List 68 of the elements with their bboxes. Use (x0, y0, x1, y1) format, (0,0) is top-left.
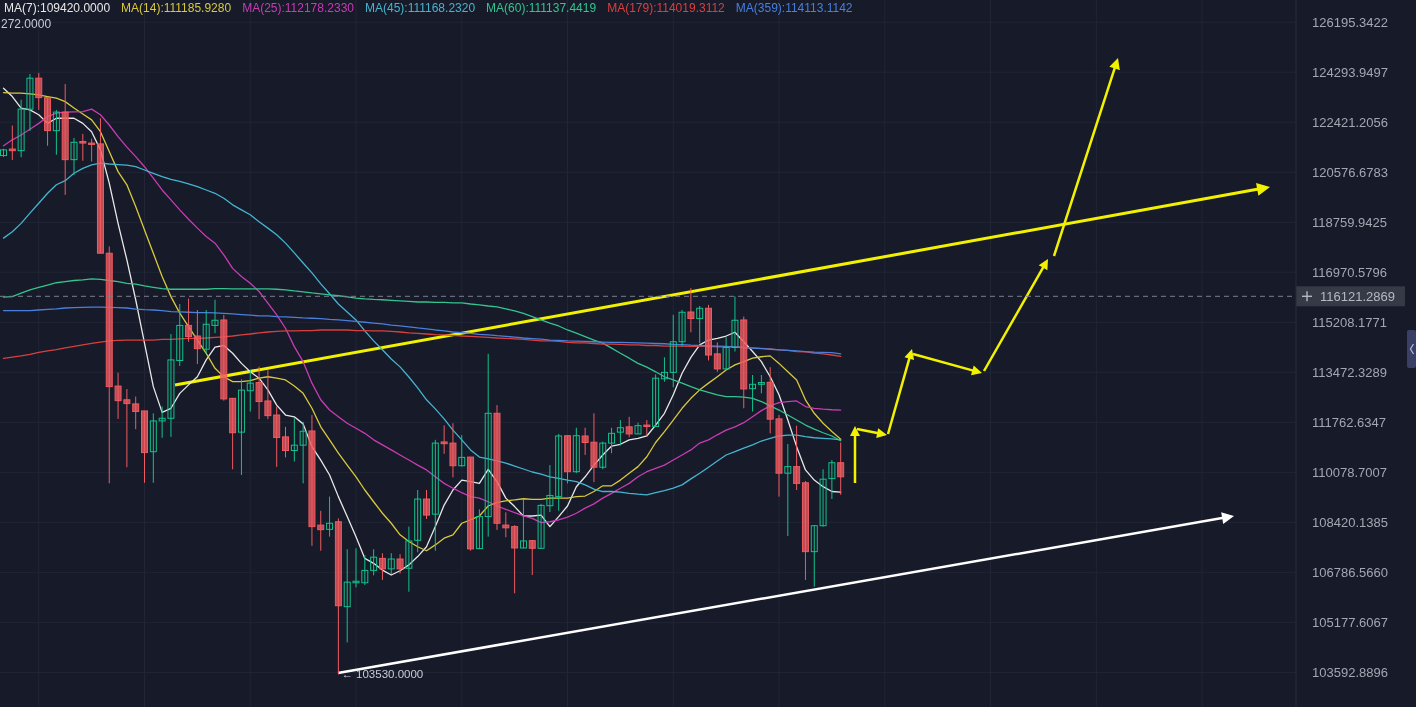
candlestick (793, 425, 801, 491)
candlestick (237, 378, 245, 476)
candlestick (52, 109, 60, 156)
candlestick (185, 298, 193, 343)
text: MA(7):109420.0000 (4, 1, 111, 15)
candlestick (484, 353, 492, 538)
candlestick (599, 441, 607, 470)
y-tick-label: 116970.5796 (1312, 264, 1387, 280)
candlestick (475, 508, 483, 550)
candlestick (370, 548, 378, 576)
candlestick (519, 499, 527, 549)
candlestick (616, 419, 624, 446)
candlestick (431, 439, 439, 552)
y-tick-label: 111762.6347 (1312, 414, 1386, 430)
y-tick-label: 108420.1385 (1312, 514, 1388, 530)
candlestick (193, 309, 201, 365)
candlestick (687, 287, 695, 333)
y-tick-label: 105177.6067 (1312, 614, 1388, 630)
candlestick (713, 341, 721, 373)
text: MA(25):112178.2330 (242, 1, 355, 15)
candlestick (502, 511, 510, 538)
candlestick (608, 427, 616, 454)
text: MA(45):111168.2320 (365, 1, 476, 15)
candlestick (326, 496, 334, 538)
candlestick (625, 416, 633, 438)
y-tick-label: 120576.6783 (1312, 164, 1388, 180)
text: MA(179):114019.3112 (607, 1, 726, 15)
ref-line-label: 116121.2869 (1320, 288, 1395, 304)
candlestick (696, 305, 704, 344)
candlestick (749, 374, 757, 413)
text: MA(14):111185.9280 (121, 1, 232, 15)
text: MA(60):111137.4419 (486, 1, 597, 15)
candlestick (88, 138, 96, 163)
annotation: ← 103530.0000 (341, 668, 424, 681)
candlestick (387, 552, 395, 575)
candlestick (757, 374, 765, 394)
candlestick (660, 356, 668, 383)
candlestick (528, 539, 536, 576)
candlestick (396, 553, 404, 574)
y-tick-label: 103592.8896 (1312, 664, 1388, 680)
candlestick (282, 426, 289, 458)
candlestick (511, 524, 519, 594)
candlestick (79, 133, 87, 162)
candlestick (246, 369, 254, 413)
candlestick (652, 373, 660, 428)
y-tick-label: 118759.9425 (1312, 214, 1387, 230)
candlestick (784, 443, 792, 537)
y-tick-label: 110078.7007 (1312, 464, 1387, 480)
candlestick (634, 422, 642, 435)
candlestick (378, 552, 386, 581)
y-tick-label: 106786.5660 (1312, 564, 1388, 580)
candlestick (572, 427, 580, 474)
candlestick (458, 434, 466, 468)
candlestick (70, 137, 78, 176)
candlestick (828, 459, 836, 500)
annotation: 272.0000 (1, 17, 52, 31)
y-tick-label: 113472.3289 (1312, 364, 1387, 380)
candlestick (837, 442, 845, 496)
line-series (2, 278, 842, 442)
y-tick-label: 124293.9497 (1312, 64, 1388, 80)
y-tick-label: 126195.3422 (1312, 14, 1388, 30)
candlestick (35, 72, 43, 111)
y-tick-label: 122421.2056 (1312, 114, 1388, 130)
candlestick (423, 489, 430, 520)
y-tick-label: 115208.1771 (1312, 314, 1387, 330)
candlestick (8, 125, 16, 161)
line-series (2, 162, 842, 496)
text: MA(359):114113.1142 (735, 1, 853, 15)
